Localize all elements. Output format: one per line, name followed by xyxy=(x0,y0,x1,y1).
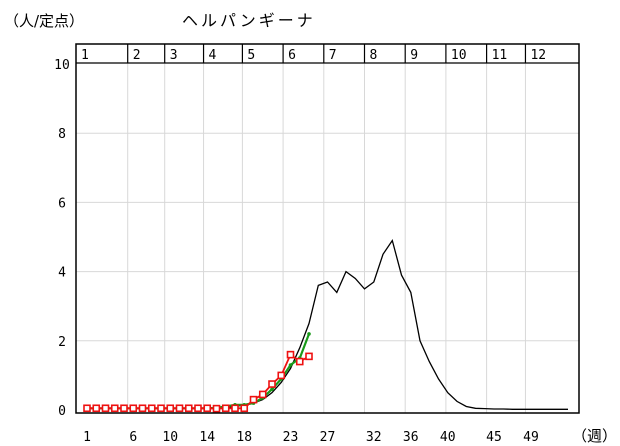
series-line-black xyxy=(87,238,568,410)
red-marker xyxy=(83,404,91,413)
x-tick-label: 40 xyxy=(440,430,456,445)
red-marker xyxy=(305,352,313,361)
month-label: 7 xyxy=(329,48,337,63)
red-marker xyxy=(249,395,258,404)
red-marker xyxy=(277,371,286,380)
x-tick-label: 23 xyxy=(283,430,299,445)
y-tick-label: 8 xyxy=(58,127,66,142)
month-label: 3 xyxy=(170,48,178,63)
y-tick-label: 6 xyxy=(58,196,66,211)
x-tick-label: 18 xyxy=(236,430,252,445)
month-label: 6 xyxy=(288,48,296,63)
month-label: 4 xyxy=(209,48,217,63)
red-marker xyxy=(268,380,276,388)
red-marker xyxy=(231,404,239,413)
red-marker xyxy=(120,404,128,413)
y-tick-label: 2 xyxy=(58,335,66,350)
red-marker xyxy=(166,404,175,413)
x-tick-label: 14 xyxy=(199,430,215,445)
y-tick-label: 10 xyxy=(54,58,70,73)
y-axis-unit-label: （人/定点） xyxy=(4,12,84,30)
red-marker xyxy=(110,404,119,413)
red-marker xyxy=(212,404,221,413)
month-header: 1 2 3 4 5 6 7 8 9 10 11 12 xyxy=(76,44,579,64)
red-marker xyxy=(258,390,267,399)
month-label: 9 xyxy=(410,48,418,63)
y-axis: 0 2 4 6 8 10 xyxy=(54,58,70,419)
red-marker xyxy=(138,404,147,413)
red-marker xyxy=(101,404,110,413)
month-label: 10 xyxy=(451,48,467,63)
x-tick-label: 45 xyxy=(486,430,502,445)
month-label: 12 xyxy=(530,48,546,63)
month-label: 5 xyxy=(247,48,255,63)
chart-title: ヘルパンギーナ xyxy=(182,11,316,30)
x-tick-label: 10 xyxy=(162,430,178,445)
green-point xyxy=(288,363,293,367)
month-label: 2 xyxy=(133,48,141,63)
x-tick-label: 1 xyxy=(83,430,91,445)
month-label: 11 xyxy=(492,48,508,63)
red-marker xyxy=(184,404,193,413)
red-marker xyxy=(240,404,249,413)
red-marker xyxy=(295,357,304,366)
red-marker xyxy=(92,404,101,413)
red-marker xyxy=(147,404,156,413)
y-tick-label: 0 xyxy=(58,404,66,419)
month-label: 1 xyxy=(81,48,89,63)
green-point xyxy=(270,387,274,392)
x-tick-label: 36 xyxy=(403,430,419,445)
x-tick-label: 49 xyxy=(523,430,539,445)
x-tick-label: 6 xyxy=(129,430,137,445)
red-marker xyxy=(286,350,295,359)
x-tick-label: 27 xyxy=(320,430,336,445)
series-line-green xyxy=(87,333,311,410)
y-tick-label: 4 xyxy=(58,266,66,281)
red-marker xyxy=(203,404,212,413)
plot-frame xyxy=(75,43,580,414)
red-marker xyxy=(194,404,202,413)
x-axis-unit-label: （週） xyxy=(572,427,617,445)
red-marker xyxy=(175,404,184,413)
grid xyxy=(76,63,579,413)
data-series xyxy=(83,238,568,413)
red-marker xyxy=(157,404,165,413)
x-tick-label: 32 xyxy=(366,430,382,445)
red-marker xyxy=(129,404,138,413)
red-marker xyxy=(221,404,230,413)
green-point xyxy=(307,332,311,336)
x-axis: 1 6 10 14 18 23 27 32 36 40 45 49 xyxy=(83,430,539,445)
month-label: 8 xyxy=(370,48,378,63)
